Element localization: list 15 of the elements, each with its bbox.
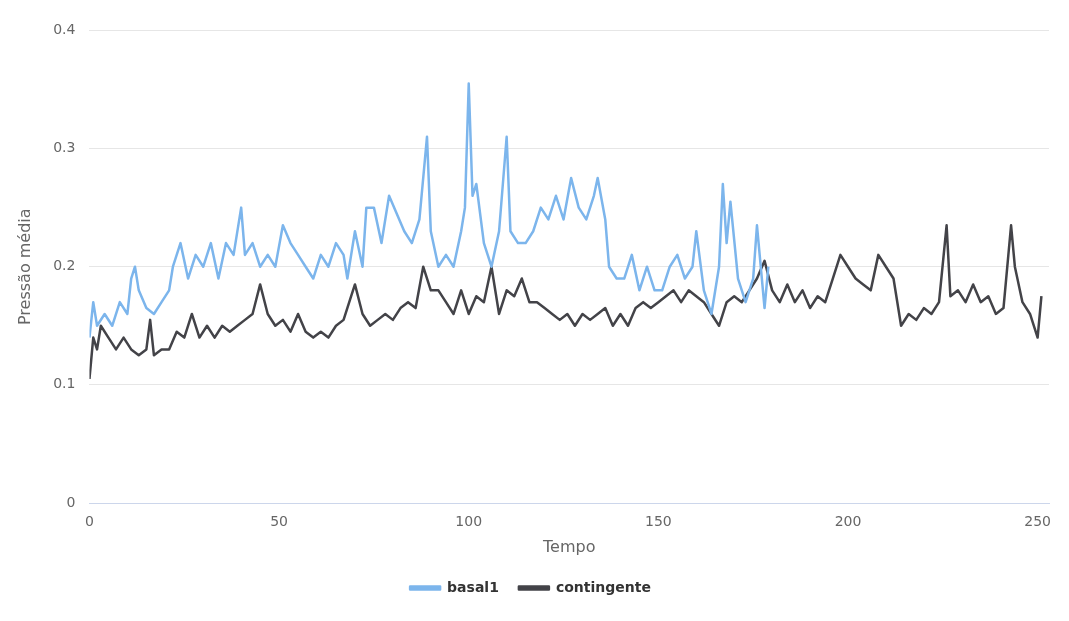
y-tick-label: 0.1 [53,375,76,392]
x-axis-title: Tempo [542,536,596,556]
y-axis-title: Pressão média [14,208,34,326]
x-tick-label: 0 [85,513,94,530]
x-tick-label: 200 [834,513,862,530]
y-tick-label: 0.4 [53,21,76,38]
legend-label: contingente [555,578,651,595]
x-tick-label: 100 [455,513,483,530]
x-tick-label: 50 [270,513,289,530]
legend-label: basal1 [447,578,499,595]
y-tick-label: 0.3 [53,139,76,156]
y-tick-label: 0.2 [53,257,76,274]
x-tick-label: 250 [1024,513,1051,530]
y-tick-label: 0 [66,493,76,510]
x-tick-label: 150 [644,513,672,530]
